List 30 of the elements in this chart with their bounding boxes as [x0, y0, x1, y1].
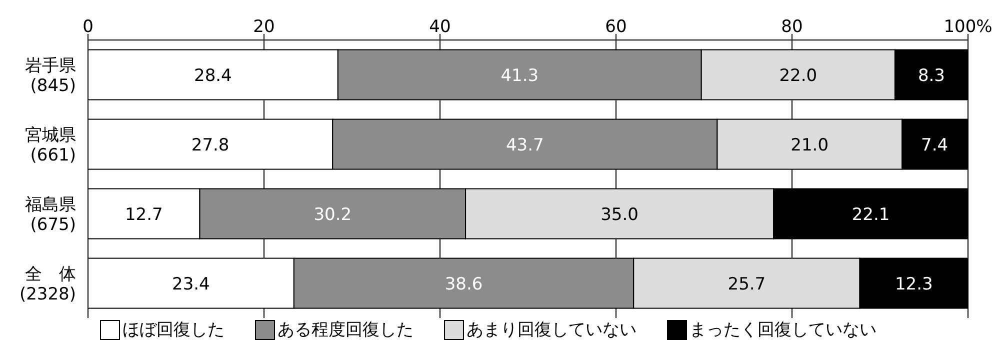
legend-label: ほぼ回復した	[122, 319, 224, 341]
data-label: 8.3	[918, 66, 946, 86]
data-label: 27.8	[191, 135, 230, 156]
data-label: 21.0	[790, 135, 829, 156]
legend-label: まったく回復していない	[688, 319, 876, 341]
data-label: 7.4	[921, 135, 948, 156]
data-label: 28.4	[194, 66, 232, 86]
data-label: 12.7	[124, 204, 163, 225]
data-label: 12.3	[894, 274, 933, 294]
x-tick-label: 0	[82, 17, 94, 37]
data-label: 23.4	[172, 274, 210, 294]
data-label: 22.1	[852, 204, 890, 225]
data-label: 38.6	[444, 274, 483, 294]
data-label: 43.7	[506, 135, 544, 156]
data-label: 30.2	[314, 204, 352, 225]
y-tick-label: 全 体 (2328)	[19, 264, 76, 304]
legend-label: あまり回復していない	[466, 319, 636, 341]
x-tick-label: 40	[429, 17, 451, 37]
y-tick-label: 宮城県 (661)	[25, 125, 76, 166]
data-label: 41.3	[500, 66, 539, 86]
x-tick-label: 60	[605, 17, 627, 37]
data-label: 22.0	[779, 66, 818, 86]
y-tick-label: 岩手県 (845)	[25, 56, 76, 96]
data-label: 25.7	[728, 274, 766, 294]
data-label: 35.0	[600, 204, 638, 225]
x-tick-label: 100%	[944, 17, 992, 37]
x-tick-label: 20	[253, 17, 275, 37]
legend-label: ある程度回復した	[276, 319, 414, 341]
y-tick-label: 福島県 (675)	[25, 194, 76, 235]
x-tick-label: 80	[781, 17, 803, 37]
